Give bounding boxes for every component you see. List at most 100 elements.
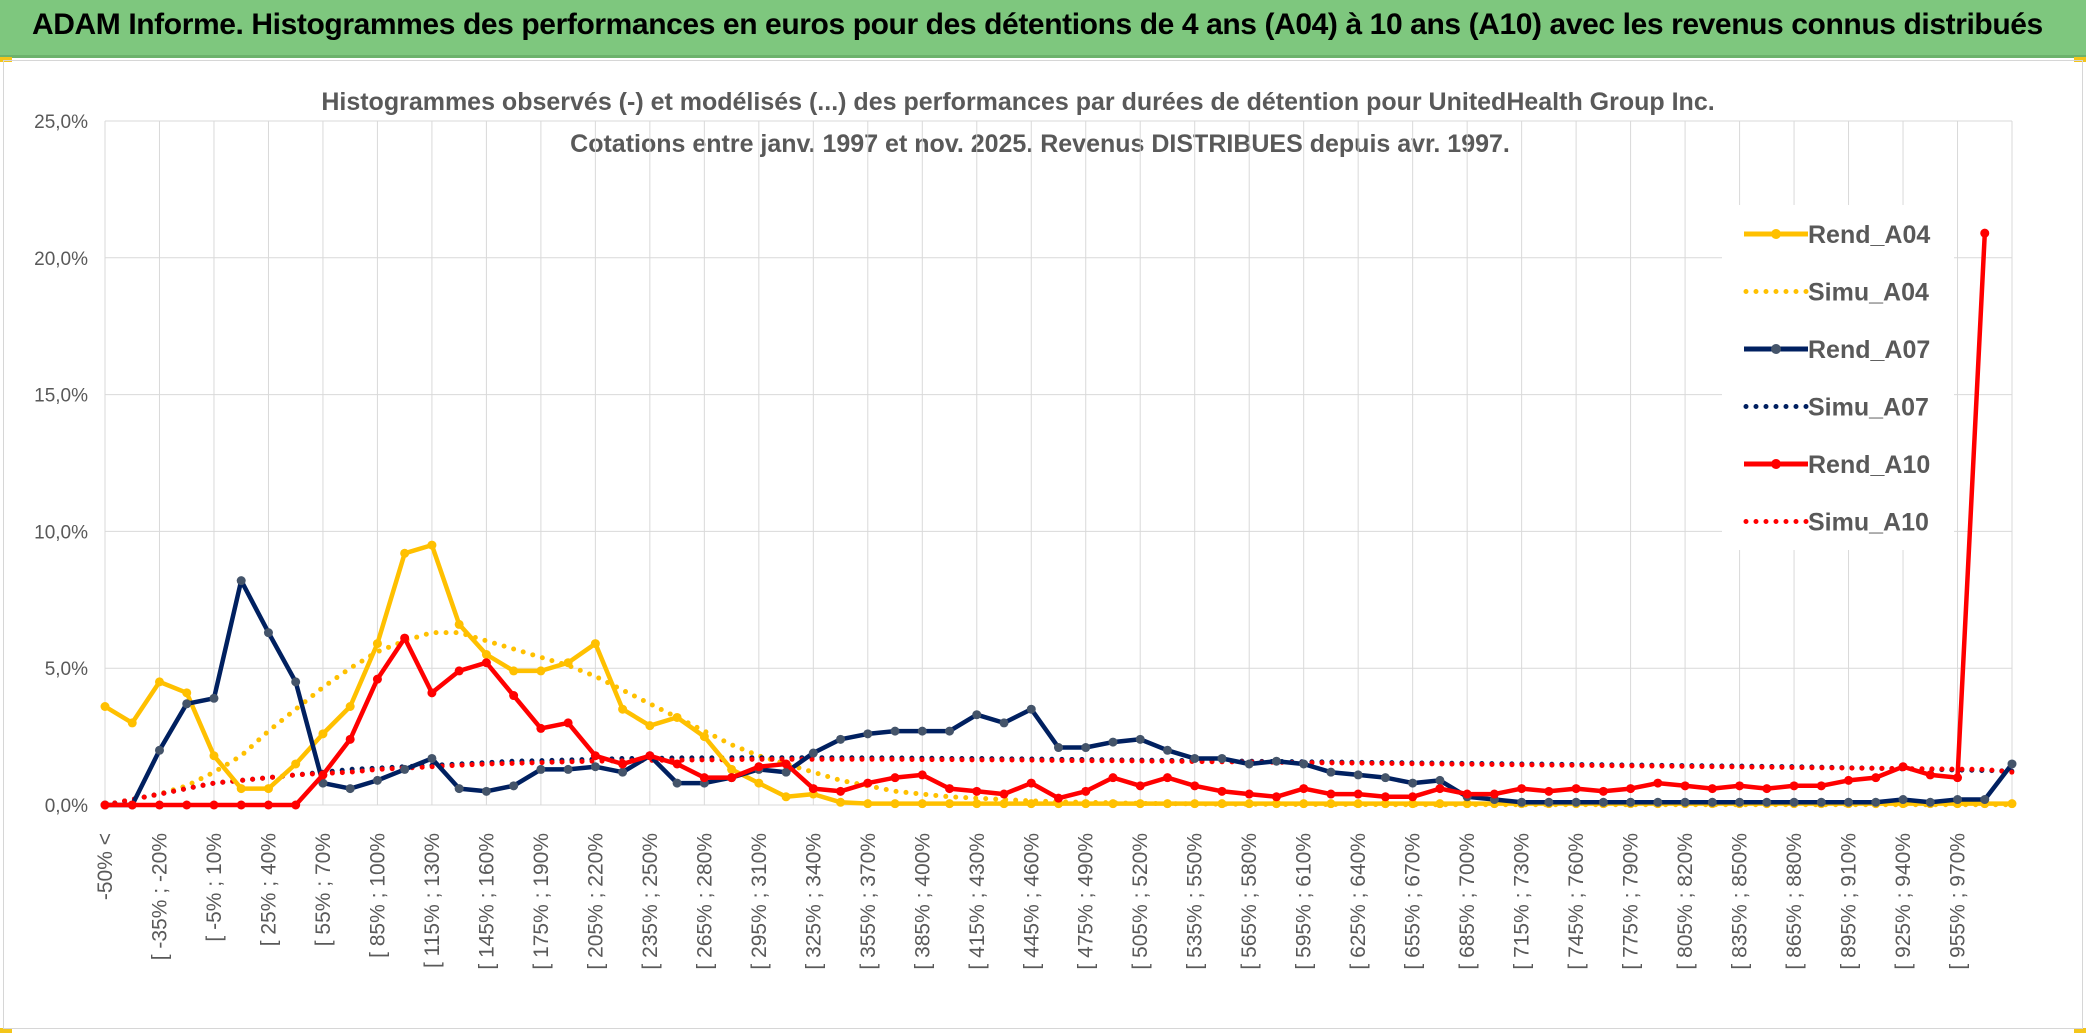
data-point [100, 702, 110, 712]
data-point [590, 762, 600, 772]
x-tick-label: [ 895% ; 910% [1838, 833, 1861, 970]
data-point [645, 751, 655, 761]
x-tick-label: [ 85% ; 100% [366, 833, 389, 958]
data-point [481, 658, 491, 668]
legend-item: Simu_A04 [1743, 279, 1929, 307]
data-point [836, 734, 846, 744]
data-point [1925, 770, 1935, 780]
data-point [727, 764, 737, 774]
data-point [1353, 799, 1363, 809]
data-point [400, 548, 410, 558]
x-tick-label: -50% < [94, 833, 117, 900]
data-point [618, 759, 628, 769]
data-point [917, 770, 927, 780]
data-point [1108, 799, 1118, 809]
y-tick-label: 25,0% [34, 112, 88, 133]
data-point [1135, 781, 1145, 791]
data-point [917, 726, 927, 736]
data-point [454, 666, 464, 676]
data-point [1653, 797, 1663, 807]
data-point [1244, 789, 1254, 799]
x-tick-label: [ 265% ; 280% [693, 833, 716, 970]
data-point [1544, 786, 1554, 796]
data-point [454, 619, 464, 629]
data-point [318, 770, 328, 780]
data-point [1707, 797, 1717, 807]
data-point [590, 751, 600, 761]
data-point [536, 723, 546, 733]
data-point [1544, 797, 1554, 807]
data-point [863, 729, 873, 739]
legend-label: Rend_A04 [1808, 221, 1930, 249]
data-point [1925, 797, 1935, 807]
corner-marker [0, 1028, 12, 1033]
data-point [263, 628, 273, 638]
data-point [236, 784, 246, 794]
x-tick-label: [ 625% ; 640% [1347, 833, 1370, 970]
legend-label: Simu_A07 [1808, 394, 1929, 422]
data-point [999, 789, 1009, 799]
x-tick-label: [ 415% ; 430% [966, 833, 989, 970]
data-point [509, 691, 519, 701]
data-point [345, 784, 355, 794]
data-point [2007, 759, 2017, 769]
x-tick-label: [ 745% ; 760% [1565, 833, 1588, 970]
data-point [1162, 745, 1172, 755]
data-point [236, 576, 246, 586]
data-point [509, 781, 519, 791]
data-point [1135, 799, 1145, 809]
legend-item: Simu_A07 [1743, 394, 1929, 422]
data-point [1353, 770, 1363, 780]
legend-item: Rend_A04 [1744, 221, 1930, 249]
data-point [1844, 797, 1854, 807]
data-point [1054, 743, 1063, 753]
data-point [345, 734, 355, 744]
data-point [427, 688, 437, 698]
header-banner: ADAM Informe. Histogrammes des performan… [0, 0, 2086, 58]
x-tick-label: [ 385% ; 400% [911, 833, 934, 970]
data-point [427, 540, 437, 550]
data-point [263, 784, 273, 794]
data-point [127, 800, 137, 810]
y-tick-label: 5,0% [45, 659, 88, 680]
data-point [1626, 797, 1636, 807]
legend-label: Rend_A10 [1808, 451, 1930, 479]
series-line [105, 578, 2014, 808]
data-point [1380, 792, 1390, 802]
data-point [972, 799, 982, 809]
x-tick-label: [ 175% ; 190% [530, 833, 553, 970]
data-point [563, 658, 573, 668]
legend-item: Rend_A07 [1744, 336, 1930, 364]
data-point [781, 759, 791, 769]
data-point [590, 639, 600, 649]
data-point [1571, 797, 1581, 807]
data-point [1680, 797, 1690, 807]
x-tick-label: [ 475% ; 490% [1075, 833, 1098, 970]
x-tick-label: [ 925% ; 940% [1892, 833, 1915, 970]
x-tick-label: [ 235% ; 250% [639, 833, 662, 970]
data-point [699, 732, 709, 742]
y-axis: 0,0% 5,0% 10,0% 15,0% 20,0% 25,0% [34, 112, 88, 817]
data-point [209, 751, 219, 761]
data-point [1299, 799, 1309, 809]
legend-marker [1771, 344, 1781, 354]
data-point [781, 767, 791, 777]
x-tick-label: [ 805% ; 820% [1674, 833, 1697, 970]
data-point [481, 650, 491, 660]
x-tick-label: [ 145% ; 160% [475, 833, 498, 970]
data-point [890, 773, 900, 783]
data-point [1299, 759, 1309, 769]
chart-title-line2: Cotations entre janv. 1997 et nov. 2025.… [570, 130, 1510, 158]
data-point [318, 778, 328, 788]
x-tick-label: [ 55% ; 70% [312, 833, 335, 946]
data-point [808, 784, 818, 794]
data-point [1081, 743, 1091, 753]
legend-box [1722, 205, 1954, 550]
data-point [209, 800, 219, 810]
series-line [103, 542, 2012, 806]
data-point [917, 799, 927, 809]
data-point [1054, 793, 1063, 803]
chart-frame [3, 60, 2083, 1029]
data-point [154, 677, 164, 687]
data-point [318, 729, 328, 739]
